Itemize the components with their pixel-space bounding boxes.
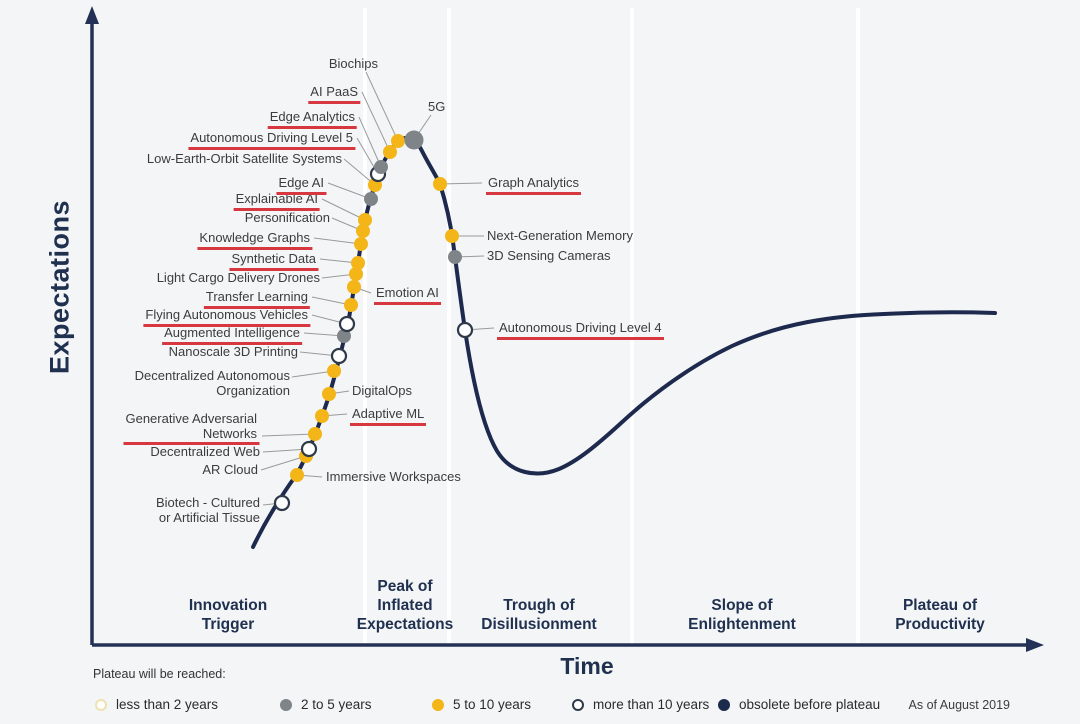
tech-dot xyxy=(364,192,378,206)
phase-divider xyxy=(447,8,451,644)
tech-dot xyxy=(308,427,322,441)
tech-dot xyxy=(391,134,405,148)
tech-dot xyxy=(337,329,351,343)
tech-dot xyxy=(338,315,356,333)
tech-dot xyxy=(290,468,304,482)
phase-divider xyxy=(630,8,634,644)
tech-dot xyxy=(445,229,459,243)
leader-line xyxy=(327,182,372,200)
tech-dot xyxy=(347,280,361,294)
technology-dots xyxy=(273,130,474,512)
tech-dot xyxy=(351,256,365,270)
leader-line xyxy=(313,237,362,245)
tech-dot xyxy=(383,145,397,159)
tech-dot xyxy=(374,160,388,174)
tech-dot xyxy=(315,409,329,423)
leader-line xyxy=(260,455,307,471)
leader-line xyxy=(361,91,391,153)
tech-dot xyxy=(273,494,291,512)
tech-dot xyxy=(404,130,424,150)
tech-dot xyxy=(344,298,358,312)
leader-line xyxy=(291,370,335,378)
phase-divider xyxy=(856,8,860,644)
axes xyxy=(85,6,1044,652)
tech-dot xyxy=(327,364,341,378)
leader-line xyxy=(365,71,399,142)
leader-line xyxy=(321,198,366,221)
tech-dot xyxy=(330,347,348,365)
tech-dot xyxy=(354,237,368,251)
tech-dot xyxy=(300,440,318,458)
tech-dot xyxy=(322,387,336,401)
leader-line xyxy=(261,433,316,437)
x-axis-arrow-icon xyxy=(1026,638,1044,652)
y-axis-arrow-icon xyxy=(85,6,99,24)
leader-line xyxy=(358,116,382,168)
tech-dot xyxy=(356,224,370,238)
tech-dot xyxy=(456,321,474,339)
phase-divider xyxy=(363,8,367,644)
leader-line xyxy=(439,182,483,185)
tech-dot xyxy=(433,177,447,191)
tech-dot xyxy=(349,267,363,281)
tech-dot xyxy=(358,213,372,227)
tech-dot xyxy=(448,250,462,264)
